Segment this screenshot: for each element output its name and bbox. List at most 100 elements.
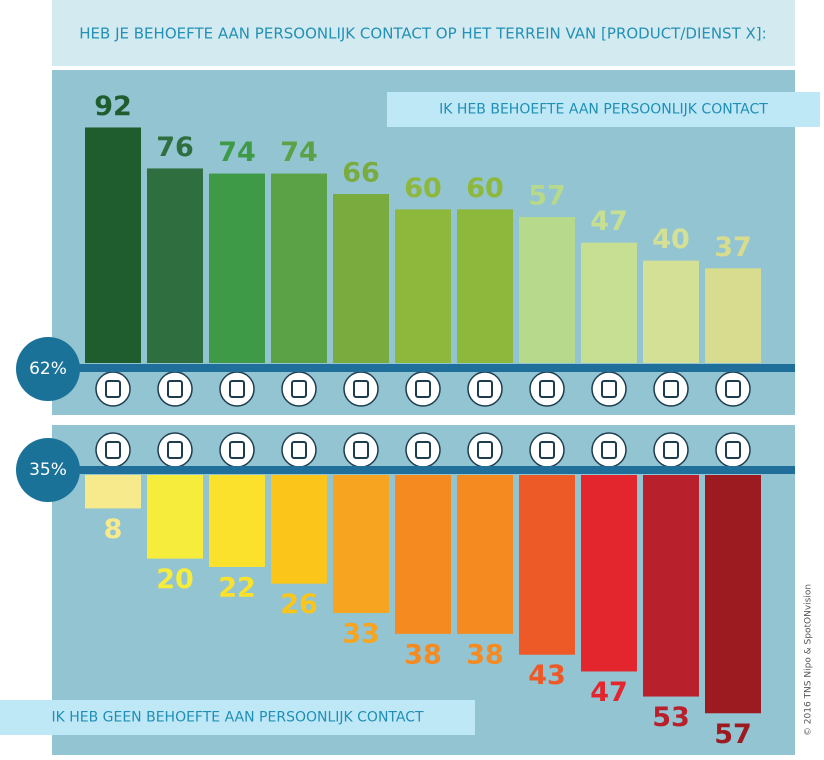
average-label: 35% bbox=[29, 460, 67, 480]
bar bbox=[333, 194, 389, 363]
value-label: 57 bbox=[528, 181, 566, 212]
bar bbox=[581, 475, 637, 672]
bar bbox=[643, 260, 699, 363]
icon-circle bbox=[467, 371, 503, 407]
bar bbox=[581, 242, 637, 363]
icon-circle bbox=[715, 371, 751, 407]
value-label: 47 bbox=[590, 677, 628, 708]
bar bbox=[519, 217, 575, 363]
icon-circle bbox=[591, 371, 627, 407]
value-label: 20 bbox=[156, 564, 194, 595]
icon-circle bbox=[591, 432, 627, 468]
icon-glyph bbox=[353, 380, 369, 398]
icon-glyph bbox=[601, 441, 617, 459]
icon-glyph bbox=[415, 380, 431, 398]
icon-glyph bbox=[229, 441, 245, 459]
bar bbox=[85, 475, 141, 509]
bar bbox=[147, 475, 203, 559]
bar bbox=[457, 209, 513, 363]
bar bbox=[271, 475, 327, 584]
value-label: 74 bbox=[280, 137, 318, 168]
value-label: 47 bbox=[590, 206, 628, 237]
icon-glyph bbox=[725, 380, 741, 398]
icon-glyph bbox=[105, 441, 121, 459]
icon-glyph bbox=[105, 380, 121, 398]
legend-label: IK HEB GEEN BEHOEFTE AAN PERSOONLIJK CON… bbox=[51, 710, 424, 726]
bar bbox=[85, 127, 141, 363]
icon-glyph bbox=[353, 441, 369, 459]
bar bbox=[209, 475, 265, 567]
icon-circle bbox=[529, 371, 565, 407]
bar bbox=[643, 475, 699, 697]
value-label: 33 bbox=[342, 618, 380, 649]
value-label: 57 bbox=[714, 719, 752, 750]
icon-circle bbox=[281, 371, 317, 407]
icon-glyph bbox=[415, 441, 431, 459]
value-label: 26 bbox=[280, 589, 318, 620]
icon-circle bbox=[405, 432, 441, 468]
value-label: 40 bbox=[652, 224, 690, 255]
baseline bbox=[52, 364, 795, 372]
bar bbox=[705, 475, 761, 714]
bar bbox=[333, 475, 389, 613]
baseline bbox=[52, 466, 795, 474]
icon-circle bbox=[157, 432, 193, 468]
icon-circle bbox=[219, 371, 255, 407]
legend-label: IK HEB BEHOEFTE AAN PERSOONLIJK CONTACT bbox=[439, 102, 768, 118]
icon-circle bbox=[95, 371, 131, 407]
bar bbox=[209, 173, 265, 363]
bar bbox=[271, 173, 327, 363]
icon-circle bbox=[343, 432, 379, 468]
icon-glyph bbox=[539, 441, 555, 459]
average-badge bbox=[16, 337, 80, 401]
value-label: 92 bbox=[94, 91, 132, 122]
icon-circle bbox=[281, 432, 317, 468]
icon-glyph bbox=[167, 380, 183, 398]
icon-glyph bbox=[663, 380, 679, 398]
icon-circle bbox=[405, 371, 441, 407]
value-label: 53 bbox=[652, 702, 690, 733]
icon-circle bbox=[157, 371, 193, 407]
legend-box bbox=[0, 700, 475, 735]
average-label: 62% bbox=[29, 359, 67, 379]
icon-glyph bbox=[291, 380, 307, 398]
value-label: 60 bbox=[466, 173, 504, 204]
icon-circle bbox=[467, 432, 503, 468]
value-label: 37 bbox=[714, 232, 752, 263]
header-title: HEB JE BEHOEFTE AAN PERSOONLIJK CONTACT … bbox=[79, 25, 766, 43]
icon-glyph bbox=[167, 441, 183, 459]
average-badge bbox=[16, 438, 80, 502]
icon-circle bbox=[653, 371, 689, 407]
icon-circle bbox=[219, 432, 255, 468]
bar bbox=[395, 209, 451, 363]
icon-circle bbox=[715, 432, 751, 468]
bar bbox=[457, 475, 513, 634]
icon-glyph bbox=[663, 441, 679, 459]
value-label: 38 bbox=[466, 639, 504, 670]
copyright: © 2016 TNS Nipo & SpotONvision bbox=[804, 584, 814, 736]
bar bbox=[395, 475, 451, 634]
bar bbox=[705, 268, 761, 363]
icon-circle bbox=[529, 432, 565, 468]
bar bbox=[519, 475, 575, 655]
icon-glyph bbox=[539, 380, 555, 398]
icon-glyph bbox=[601, 380, 617, 398]
icon-glyph bbox=[477, 441, 493, 459]
value-label: 74 bbox=[218, 137, 256, 168]
value-label: 38 bbox=[404, 639, 442, 670]
value-label: 76 bbox=[156, 132, 194, 163]
value-label: 66 bbox=[342, 158, 380, 189]
value-label: 22 bbox=[218, 572, 256, 603]
value-label: 43 bbox=[528, 660, 566, 691]
icon-glyph bbox=[477, 380, 493, 398]
icon-glyph bbox=[291, 441, 307, 459]
icon-circle bbox=[653, 432, 689, 468]
bar bbox=[147, 168, 203, 363]
icon-circle bbox=[343, 371, 379, 407]
header-band bbox=[52, 0, 795, 66]
icon-glyph bbox=[229, 380, 245, 398]
value-label: 8 bbox=[104, 514, 123, 545]
value-label: 60 bbox=[404, 173, 442, 204]
legend-box bbox=[387, 92, 820, 127]
